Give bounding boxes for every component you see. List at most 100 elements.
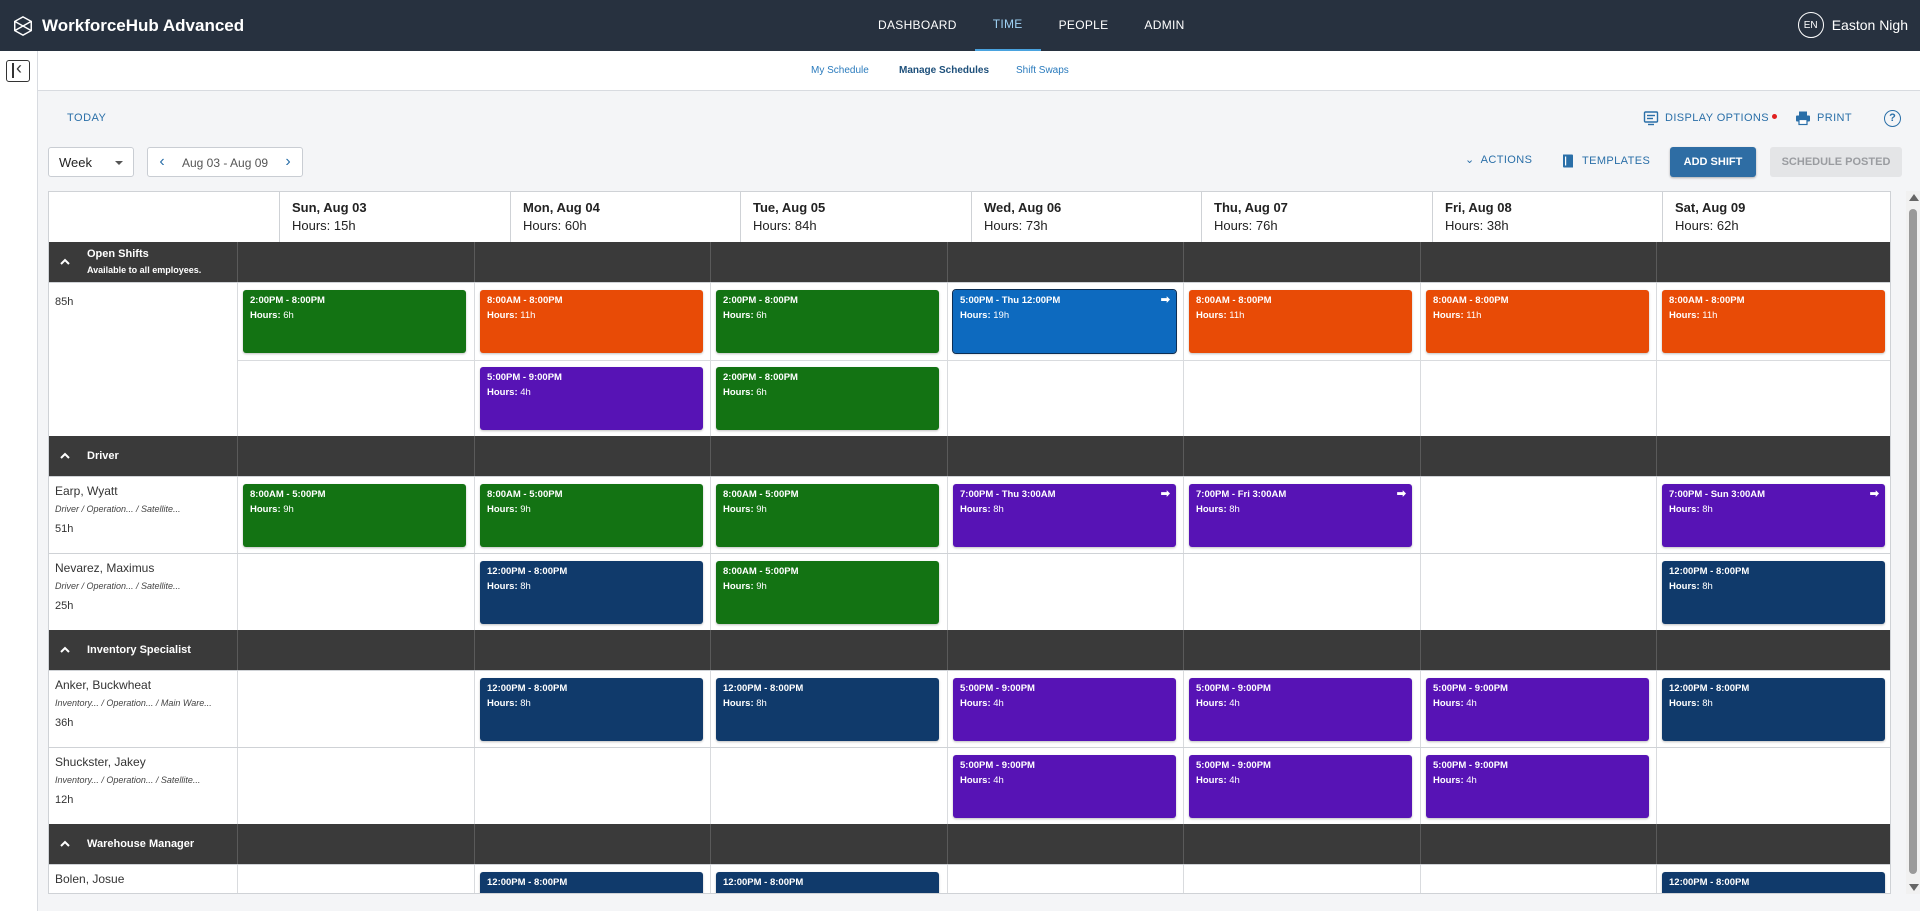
print-button[interactable]: PRINT: [1795, 110, 1852, 126]
shift-card[interactable]: 5:00PM - 9:00PM Hours: 4h: [1426, 755, 1649, 818]
group-cell: [474, 436, 710, 476]
shift-card[interactable]: 5:00PM - 9:00PM Hours: 4h: [953, 755, 1176, 818]
app-brand[interactable]: WorkforceHub Advanced: [12, 15, 244, 37]
group-title: Open Shifts: [87, 248, 149, 260]
chevron-up-icon[interactable]: [58, 449, 72, 463]
shift-card[interactable]: 12:00PM - 8:00PM Hours: 8h: [480, 678, 703, 741]
shift-card[interactable]: 5:00PM - 9:00PM Hours: 4h: [480, 367, 703, 430]
shift-card[interactable]: 12:00PM - 8:00PM Hours: 8h: [716, 678, 939, 741]
avatar[interactable]: EN: [1797, 12, 1824, 38]
day-hours: Hours: 60h: [523, 218, 587, 233]
shift-card[interactable]: 8:00AM - 5:00PM Hours: 9h: [716, 561, 939, 624]
shift-hours-value: 9h: [756, 581, 767, 592]
shift-card[interactable]: 2:00PM - 8:00PM Hours: 6h: [243, 290, 466, 353]
actions-button[interactable]: ⌄ ACTIONS: [1465, 153, 1532, 167]
nav-item-dashboard[interactable]: DASHBOARD: [878, 18, 957, 32]
add-shift-button[interactable]: ADD SHIFT: [1670, 147, 1756, 177]
sub-nav: My Schedule Manage Schedules Shift Swaps: [38, 51, 1920, 91]
shift-card[interactable]: 2:00PM - 8:00PM Hours: 6h: [716, 367, 939, 430]
column-divider: [1183, 748, 1184, 824]
shift-card[interactable]: 7:00PM - Thu 3:00AM Hours: 8h ➡: [953, 484, 1176, 547]
group-cell: [1420, 242, 1656, 282]
chevron-up-icon[interactable]: [58, 643, 72, 657]
shift-card[interactable]: 12:00PM - 8:00PM Hours:: [1662, 872, 1885, 893]
employee-name[interactable]: Shuckster, Jakey: [55, 755, 146, 769]
employee-name[interactable]: Anker, Buckwheat: [55, 678, 152, 692]
shift-card[interactable]: 8:00AM - 5:00PM Hours: 9h: [716, 484, 939, 547]
vertical-scrollbar[interactable]: [1906, 191, 1920, 894]
column-divider: [1656, 671, 1657, 747]
shift-card[interactable]: 8:00AM - 5:00PM Hours: 9h: [480, 484, 703, 547]
shift-hours-label: Hours:: [960, 775, 991, 786]
shift-card[interactable]: 5:00PM - 9:00PM Hours: 4h: [1426, 678, 1649, 741]
column-divider: [474, 865, 475, 893]
help-icon[interactable]: ?: [1884, 110, 1901, 127]
shift-hours-label: Hours:: [487, 310, 518, 321]
shift-card[interactable]: 5:00PM - 9:00PM Hours: 4h: [953, 678, 1176, 741]
shift-time: 12:00PM - 8:00PM: [1669, 877, 1750, 888]
column-divider: [1420, 283, 1421, 436]
column-divider: [1420, 477, 1421, 553]
column-divider: [1420, 865, 1421, 893]
group-cell: [1183, 630, 1419, 670]
subnav-item-manage-schedules[interactable]: Manage Schedules: [899, 65, 990, 76]
scroll-down-icon[interactable]: [1909, 884, 1919, 891]
shift-hours-value: 8h: [1702, 698, 1713, 709]
shift-hours-label: Hours:: [487, 892, 518, 893]
today-button[interactable]: TODAY: [67, 112, 107, 124]
nav-item-people[interactable]: PEOPLE: [1058, 18, 1109, 32]
shift-hours: Hours: 8h: [487, 581, 696, 592]
employee-name[interactable]: Bolen, Josue: [55, 872, 125, 886]
shift-card[interactable]: 7:00PM - Fri 3:00AM Hours: 8h ➡: [1189, 484, 1412, 547]
group-cell: [710, 824, 946, 864]
shift-card[interactable]: 8:00AM - 8:00PM Hours: 11h: [1662, 290, 1885, 353]
shift-card[interactable]: 12:00PM - 8:00PM Hours:: [480, 872, 703, 893]
day-header: Fri, Aug 08 Hours: 38h: [1432, 192, 1662, 242]
shift-card[interactable]: 5:00PM - 9:00PM Hours: 4h: [1189, 678, 1412, 741]
chevron-right-icon[interactable]: ›: [285, 153, 291, 170]
employee-name[interactable]: Earp, Wyatt: [55, 484, 118, 498]
shift-card[interactable]: 12:00PM - 8:00PM Hours: 8h: [1662, 561, 1885, 624]
employee-name[interactable]: Nevarez, Maximus: [55, 561, 155, 575]
shift-card[interactable]: 2:00PM - 8:00PM Hours: 6h: [716, 290, 939, 353]
scroll-up-icon[interactable]: [1909, 194, 1919, 201]
shift-hours-label: Hours:: [1669, 310, 1700, 321]
display-options-button[interactable]: DISPLAY OPTIONS: [1643, 110, 1778, 126]
shift-hours-value: 8h: [993, 504, 1004, 515]
user-menu[interactable]: EN Easton Nigh: [1797, 12, 1908, 38]
employee-hours: 85h: [55, 296, 74, 308]
subnav-item-my-schedule[interactable]: My Schedule: [811, 65, 869, 76]
user-name[interactable]: Easton Nigh: [1831, 17, 1908, 33]
nav-item-time[interactable]: TIME: [974, 0, 1041, 51]
shift-hours-label: Hours:: [723, 387, 754, 398]
shift-card[interactable]: 5:00PM - Thu 12:00PM Hours: 19h ➡: [952, 289, 1177, 354]
shift-hours-value: 4h: [1466, 698, 1477, 709]
templates-button[interactable]: TEMPLATES: [1560, 153, 1650, 169]
nav-item-admin[interactable]: ADMIN: [1144, 18, 1185, 32]
shift-card[interactable]: 12:00PM - 8:00PM Hours:: [716, 872, 939, 893]
shift-card[interactable]: 8:00AM - 8:00PM Hours: 11h: [1189, 290, 1412, 353]
sidebar-toggle-icon[interactable]: [6, 58, 30, 82]
shift-card[interactable]: 8:00AM - 8:00PM Hours: 11h: [480, 290, 703, 353]
shift-card[interactable]: 12:00PM - 8:00PM Hours: 8h: [1662, 678, 1885, 741]
chevron-up-icon[interactable]: [58, 837, 72, 851]
subnav-item-shift-swaps[interactable]: Shift Swaps: [1016, 65, 1069, 76]
scrollbar-thumb[interactable]: [1909, 209, 1917, 874]
shift-card[interactable]: 5:00PM - 9:00PM Hours: 4h: [1189, 755, 1412, 818]
shift-card[interactable]: 8:00AM - 5:00PM Hours: 9h: [243, 484, 466, 547]
date-range-picker[interactable]: ‹ Aug 03 - Aug 09 ›: [147, 147, 303, 177]
group-cell: [947, 630, 1183, 670]
shift-hours-value: 4h: [1229, 698, 1240, 709]
view-select[interactable]: Week: [48, 147, 134, 177]
shift-card[interactable]: 12:00PM - 8:00PM Hours: 8h: [480, 561, 703, 624]
group-cell: [474, 824, 710, 864]
chevron-up-icon[interactable]: [58, 255, 72, 269]
display-options-icon: [1643, 111, 1659, 126]
shift-hours-label: Hours:: [723, 698, 754, 709]
chevron-left-icon[interactable]: ‹: [159, 153, 165, 170]
shift-card[interactable]: 8:00AM - 8:00PM Hours: 11h: [1426, 290, 1649, 353]
shift-hours: Hours: 4h: [1433, 775, 1642, 786]
group-cell: [1656, 436, 1890, 476]
shift-hours-value: 9h: [520, 504, 531, 515]
shift-card[interactable]: 7:00PM - Sun 3:00AM Hours: 8h ➡: [1662, 484, 1885, 547]
